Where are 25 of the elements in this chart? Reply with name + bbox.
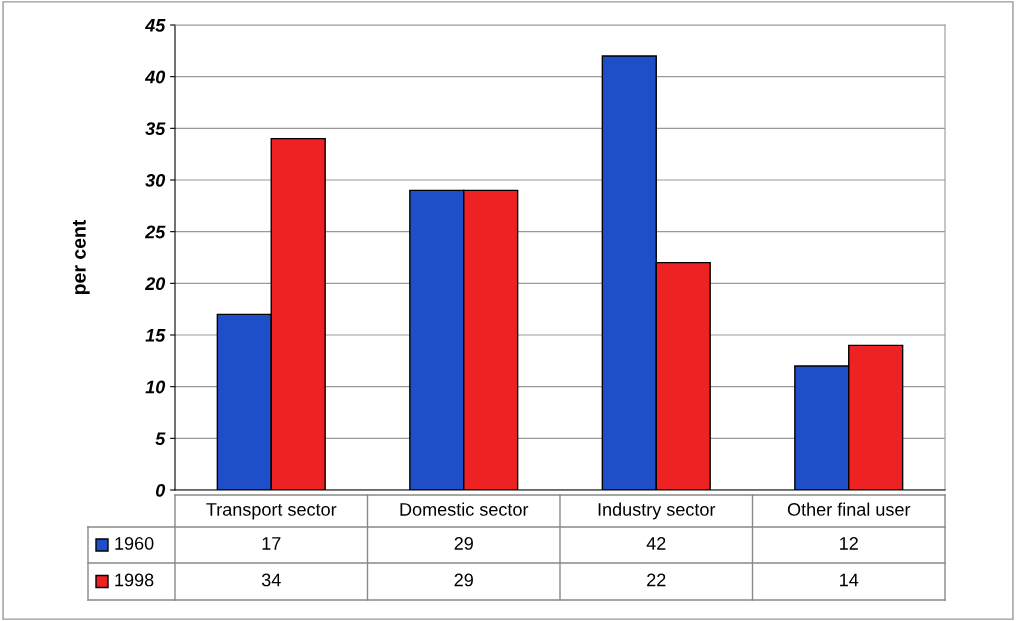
y-tick-label: 35 [145,122,166,136]
data-label: 29 [454,537,473,550]
y-tick-label: 0 [155,483,166,497]
x-tick-label: Industry sector [598,502,716,520]
y-tick-label: 20 [144,277,166,291]
y-tick-label: 40 [144,70,166,84]
y-tick-label: 30 [145,173,166,187]
data-label: 17 [262,537,281,550]
data-label: 12 [840,537,858,550]
data-label: 29 [454,573,473,587]
x-tick-label: Transport sector [206,503,337,520]
y-axis-title: per cent [72,219,90,295]
data-label: 42 [646,537,666,550]
y-tick-label: 5 [155,432,166,446]
legend-label: 1960 [115,537,154,550]
x-tick-label: Other final user [787,502,911,516]
legend-label: 1998 [115,573,154,587]
data-label: 34 [261,573,281,587]
data-label: 22 [647,573,666,587]
y-tick-label: 25 [144,225,166,239]
y-tick-label: 15 [145,329,166,342]
data-label: 14 [840,573,859,587]
x-tick-label: Domestic sector [400,502,529,516]
y-tick-label: 10 [145,380,166,394]
y-tick-label: 45 [144,19,166,32]
